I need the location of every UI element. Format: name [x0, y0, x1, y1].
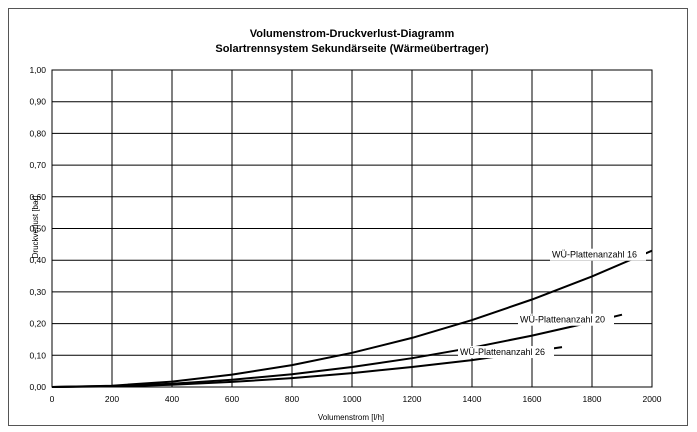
x-tick-label: 1200: [403, 394, 422, 404]
x-tick-label: 600: [225, 394, 239, 404]
series-line: [51, 249, 653, 388]
series-label-background: [518, 313, 614, 326]
y-tick-label: 0,20: [29, 319, 46, 329]
x-tick-label: 400: [165, 394, 179, 404]
series-label-background: [458, 346, 554, 359]
y-tick-label: 0,80: [29, 128, 46, 138]
x-tick-label: 200: [105, 394, 119, 404]
x-tick-label: 2000: [643, 394, 662, 404]
x-axis-label: Volumenstrom [l/h]: [318, 413, 384, 422]
x-tick-label: 1400: [463, 394, 482, 404]
y-tick-label: 0,30: [29, 287, 46, 297]
series-label-background: [550, 248, 646, 261]
y-tick-label: 0,10: [29, 350, 46, 360]
x-tick-label: 1600: [523, 394, 542, 404]
chart-frame: [8, 8, 688, 426]
y-tick-label: 0,00: [29, 382, 46, 392]
y-axis-label: Druckverlust [bar]: [31, 196, 40, 259]
series-label: WÜ-Plattenanzahl 26: [460, 347, 545, 357]
y-tick-label: 0,70: [29, 160, 46, 170]
x-tick-label: 800: [285, 394, 299, 404]
series-labels: WÜ-Plattenanzahl 16 WÜ-Plattenanzahl 20 WÜ…: [458, 248, 646, 359]
grid-lines: [51, 69, 653, 388]
x-tick-label: 1000: [343, 394, 362, 404]
x-tick-label: 1800: [583, 394, 602, 404]
series-label: WÜ-Plattenanzahl 20: [520, 315, 605, 325]
chart-subtitle: Solartrennsystem Sekundärseite (Wärmeübe…: [215, 43, 489, 55]
y-tick-label: 1,00: [29, 65, 46, 75]
tick-labels: 0 200 400 600 800 1000 1200 1400 1600 1800 2000 0,0…: [29, 65, 661, 404]
y-tick-label: 0,60: [29, 192, 46, 202]
y-tick-label: 0,90: [29, 97, 46, 107]
y-tick-label: 0,40: [29, 255, 46, 265]
x-tick-label: 0: [50, 394, 55, 404]
y-tick-label: 0,50: [29, 224, 46, 234]
chart-title: Volumenstrom-Druckverlust-Diagramm: [249, 28, 455, 40]
series-label: WÜ-Plattenanzahl 16: [552, 250, 637, 260]
